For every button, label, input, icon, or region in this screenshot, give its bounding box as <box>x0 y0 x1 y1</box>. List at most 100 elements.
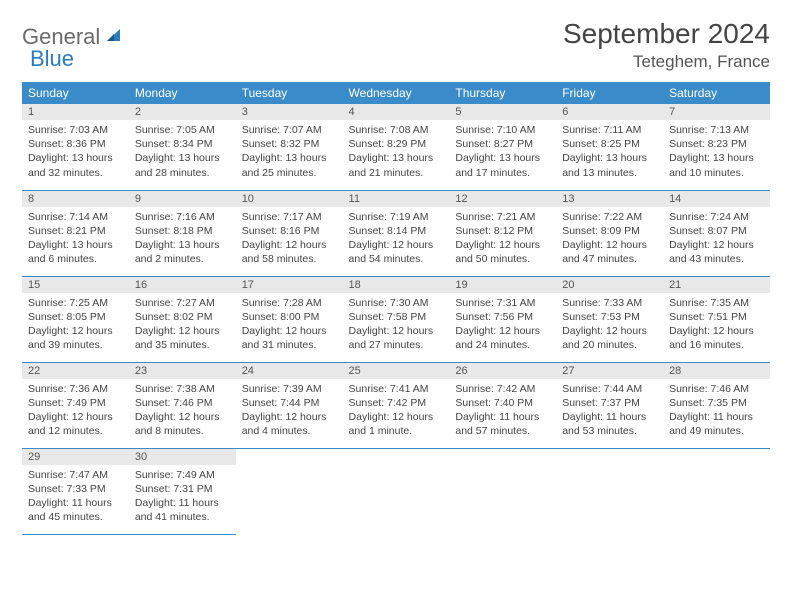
day-number: 24 <box>236 363 343 379</box>
day-details: Sunrise: 7:28 AMSunset: 8:00 PMDaylight:… <box>236 293 343 357</box>
calendar-day-cell: 8Sunrise: 7:14 AMSunset: 8:21 PMDaylight… <box>22 190 129 276</box>
calendar-day-cell: 16Sunrise: 7:27 AMSunset: 8:02 PMDayligh… <box>129 276 236 362</box>
calendar-header-row: SundayMondayTuesdayWednesdayThursdayFrid… <box>22 82 770 104</box>
weekday-header: Friday <box>556 82 663 104</box>
day-number: 10 <box>236 191 343 207</box>
calendar-week-row: 22Sunrise: 7:36 AMSunset: 7:49 PMDayligh… <box>22 362 770 448</box>
weekday-header: Thursday <box>449 82 556 104</box>
sunrise-line: Sunrise: 7:19 AM <box>349 210 444 224</box>
calendar-day-cell: 7Sunrise: 7:13 AMSunset: 8:23 PMDaylight… <box>663 104 770 190</box>
calendar-day-cell: 2Sunrise: 7:05 AMSunset: 8:34 PMDaylight… <box>129 104 236 190</box>
sunrise-line: Sunrise: 7:25 AM <box>28 296 123 310</box>
day-details: Sunrise: 7:36 AMSunset: 7:49 PMDaylight:… <box>22 379 129 443</box>
sunrise-line: Sunrise: 7:36 AM <box>28 382 123 396</box>
calendar-day-cell <box>663 448 770 534</box>
sunset-line: Sunset: 8:18 PM <box>135 224 230 238</box>
day-details: Sunrise: 7:39 AMSunset: 7:44 PMDaylight:… <box>236 379 343 443</box>
day-details: Sunrise: 7:21 AMSunset: 8:12 PMDaylight:… <box>449 207 556 271</box>
sunset-line: Sunset: 8:07 PM <box>669 224 764 238</box>
calendar-day-cell: 5Sunrise: 7:10 AMSunset: 8:27 PMDaylight… <box>449 104 556 190</box>
day-number: 22 <box>22 363 129 379</box>
calendar-day-cell <box>556 448 663 534</box>
day-details: Sunrise: 7:22 AMSunset: 8:09 PMDaylight:… <box>556 207 663 271</box>
daylight-line: Daylight: 12 hours and 24 minutes. <box>455 324 550 352</box>
day-number: 3 <box>236 104 343 120</box>
sunrise-line: Sunrise: 7:35 AM <box>669 296 764 310</box>
day-number: 5 <box>449 104 556 120</box>
calendar-week-row: 15Sunrise: 7:25 AMSunset: 8:05 PMDayligh… <box>22 276 770 362</box>
sunrise-line: Sunrise: 7:47 AM <box>28 468 123 482</box>
day-details: Sunrise: 7:30 AMSunset: 7:58 PMDaylight:… <box>343 293 450 357</box>
sunrise-line: Sunrise: 7:27 AM <box>135 296 230 310</box>
day-number: 23 <box>129 363 236 379</box>
day-details: Sunrise: 7:38 AMSunset: 7:46 PMDaylight:… <box>129 379 236 443</box>
sunset-line: Sunset: 7:33 PM <box>28 482 123 496</box>
day-number: 21 <box>663 277 770 293</box>
calendar-day-cell: 26Sunrise: 7:42 AMSunset: 7:40 PMDayligh… <box>449 362 556 448</box>
daylight-line: Daylight: 12 hours and 47 minutes. <box>562 238 657 266</box>
daylight-line: Daylight: 12 hours and 39 minutes. <box>28 324 123 352</box>
day-details: Sunrise: 7:35 AMSunset: 7:51 PMDaylight:… <box>663 293 770 357</box>
day-number: 26 <box>449 363 556 379</box>
day-details: Sunrise: 7:07 AMSunset: 8:32 PMDaylight:… <box>236 120 343 184</box>
day-details: Sunrise: 7:44 AMSunset: 7:37 PMDaylight:… <box>556 379 663 443</box>
calendar-week-row: 8Sunrise: 7:14 AMSunset: 8:21 PMDaylight… <box>22 190 770 276</box>
day-number: 2 <box>129 104 236 120</box>
calendar-day-cell: 27Sunrise: 7:44 AMSunset: 7:37 PMDayligh… <box>556 362 663 448</box>
day-number: 12 <box>449 191 556 207</box>
daylight-line: Daylight: 12 hours and 16 minutes. <box>669 324 764 352</box>
logo-sail-icon <box>105 26 123 49</box>
daylight-line: Daylight: 12 hours and 20 minutes. <box>562 324 657 352</box>
sunset-line: Sunset: 8:34 PM <box>135 137 230 151</box>
day-number: 17 <box>236 277 343 293</box>
sunrise-line: Sunrise: 7:33 AM <box>562 296 657 310</box>
sunrise-line: Sunrise: 7:31 AM <box>455 296 550 310</box>
sunset-line: Sunset: 8:36 PM <box>28 137 123 151</box>
calendar-table: SundayMondayTuesdayWednesdayThursdayFrid… <box>22 82 770 535</box>
location-label: Teteghem, France <box>563 52 770 72</box>
sunrise-line: Sunrise: 7:28 AM <box>242 296 337 310</box>
daylight-line: Daylight: 12 hours and 54 minutes. <box>349 238 444 266</box>
day-number: 8 <box>22 191 129 207</box>
daylight-line: Daylight: 13 hours and 32 minutes. <box>28 151 123 179</box>
calendar-day-cell: 20Sunrise: 7:33 AMSunset: 7:53 PMDayligh… <box>556 276 663 362</box>
calendar-day-cell: 25Sunrise: 7:41 AMSunset: 7:42 PMDayligh… <box>343 362 450 448</box>
daylight-line: Daylight: 12 hours and 4 minutes. <box>242 410 337 438</box>
daylight-line: Daylight: 13 hours and 25 minutes. <box>242 151 337 179</box>
day-details: Sunrise: 7:11 AMSunset: 8:25 PMDaylight:… <box>556 120 663 184</box>
daylight-line: Daylight: 12 hours and 12 minutes. <box>28 410 123 438</box>
calendar-day-cell <box>236 448 343 534</box>
daylight-line: Daylight: 13 hours and 17 minutes. <box>455 151 550 179</box>
day-details: Sunrise: 7:47 AMSunset: 7:33 PMDaylight:… <box>22 465 129 529</box>
calendar-day-cell: 24Sunrise: 7:39 AMSunset: 7:44 PMDayligh… <box>236 362 343 448</box>
daylight-line: Daylight: 11 hours and 49 minutes. <box>669 410 764 438</box>
day-number: 13 <box>556 191 663 207</box>
sunset-line: Sunset: 8:16 PM <box>242 224 337 238</box>
sunset-line: Sunset: 7:53 PM <box>562 310 657 324</box>
day-number: 16 <box>129 277 236 293</box>
daylight-line: Daylight: 13 hours and 10 minutes. <box>669 151 764 179</box>
sunrise-line: Sunrise: 7:07 AM <box>242 123 337 137</box>
daylight-line: Daylight: 12 hours and 27 minutes. <box>349 324 444 352</box>
sunset-line: Sunset: 7:49 PM <box>28 396 123 410</box>
day-details: Sunrise: 7:42 AMSunset: 7:40 PMDaylight:… <box>449 379 556 443</box>
sunrise-line: Sunrise: 7:38 AM <box>135 382 230 396</box>
day-details: Sunrise: 7:10 AMSunset: 8:27 PMDaylight:… <box>449 120 556 184</box>
daylight-line: Daylight: 12 hours and 31 minutes. <box>242 324 337 352</box>
calendar-day-cell: 13Sunrise: 7:22 AMSunset: 8:09 PMDayligh… <box>556 190 663 276</box>
calendar-week-row: 29Sunrise: 7:47 AMSunset: 7:33 PMDayligh… <box>22 448 770 534</box>
sunset-line: Sunset: 8:05 PM <box>28 310 123 324</box>
daylight-line: Daylight: 12 hours and 8 minutes. <box>135 410 230 438</box>
page-header: General September 2024 Teteghem, France <box>22 18 770 72</box>
daylight-line: Daylight: 12 hours and 43 minutes. <box>669 238 764 266</box>
sunset-line: Sunset: 8:25 PM <box>562 137 657 151</box>
weekday-header: Monday <box>129 82 236 104</box>
sunset-line: Sunset: 8:27 PM <box>455 137 550 151</box>
calendar-day-cell: 6Sunrise: 7:11 AMSunset: 8:25 PMDaylight… <box>556 104 663 190</box>
sunset-line: Sunset: 7:44 PM <box>242 396 337 410</box>
day-details: Sunrise: 7:03 AMSunset: 8:36 PMDaylight:… <box>22 120 129 184</box>
day-details: Sunrise: 7:25 AMSunset: 8:05 PMDaylight:… <box>22 293 129 357</box>
sunset-line: Sunset: 7:42 PM <box>349 396 444 410</box>
calendar-day-cell: 21Sunrise: 7:35 AMSunset: 7:51 PMDayligh… <box>663 276 770 362</box>
calendar-day-cell: 19Sunrise: 7:31 AMSunset: 7:56 PMDayligh… <box>449 276 556 362</box>
